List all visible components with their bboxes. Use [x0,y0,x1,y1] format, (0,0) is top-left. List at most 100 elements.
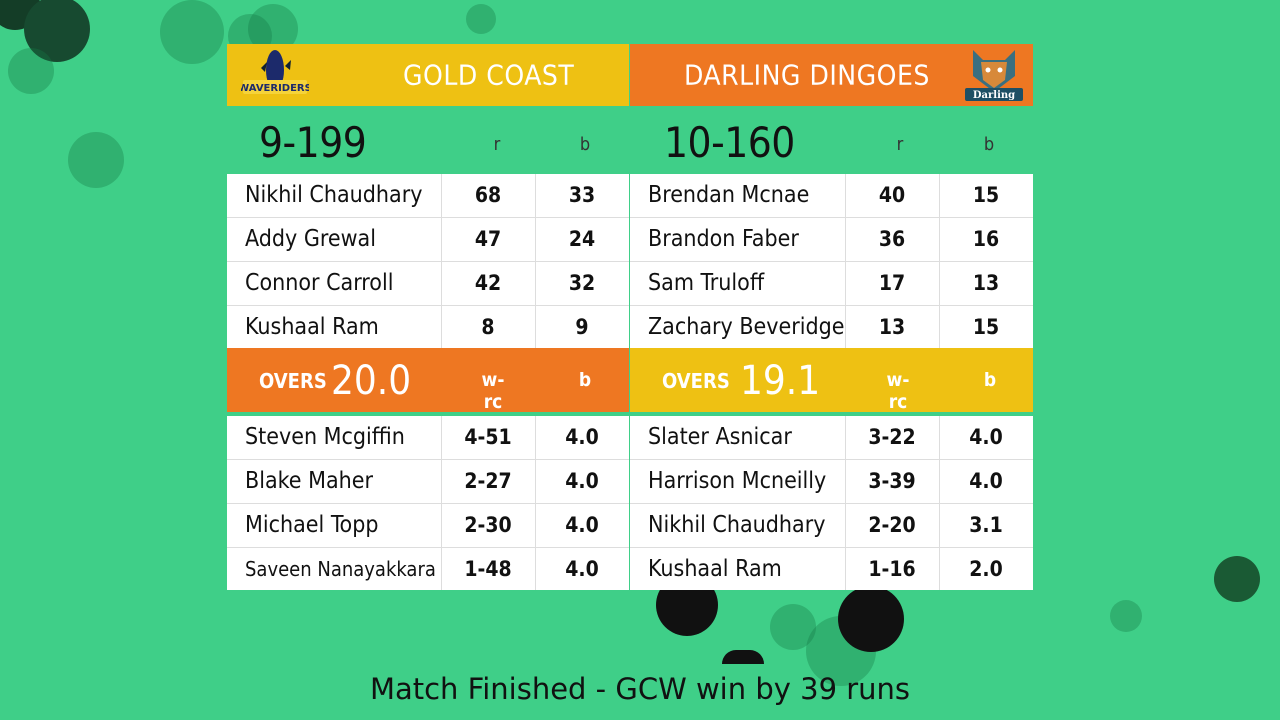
bg-bubble [770,604,816,650]
column-header-wickets-runs: w-rc [481,369,505,413]
logo-label: Darling [973,90,1015,101]
column-header-balls: b [983,134,995,155]
bowler-name: Saveen Nanayakkara [245,557,436,581]
bowling-table-left: Steven Mcgiffin 4-51 4.0 Blake Maher 2-2… [227,416,629,590]
wickets-runs: 2-20 [868,513,916,537]
column-header-balls: b [983,369,997,391]
balls: 33 [568,183,596,207]
wickets-runs: 1-48 [464,557,512,581]
table-row: Sam Truloff 17 13 [630,262,1033,306]
batting-table-right: Brendan Mcnae 40 15 Brandon Faber 36 16 … [630,174,1033,348]
overs-value: 20.0 [331,358,412,404]
bowler-name: Harrison Mcneilly [648,468,827,494]
wickets-runs: 3-39 [868,469,916,493]
table-row: Addy Grewal 47 24 [227,218,629,262]
bowler-name: Steven Mcgiffin [245,424,405,450]
overs-bowled: 4.0 [565,557,599,581]
wickets-runs: 3-22 [868,425,916,449]
column-header-wickets-runs: w-rc [886,369,910,413]
bg-bubble [160,0,224,64]
bg-bubble [466,4,496,34]
bg-bubble [68,132,124,188]
player-name: Addy Grewal [245,226,376,252]
team-header-darling-dingoes: DARLING DINGOES Darling [630,44,1033,106]
logo-label: WAVERIDERS [241,83,309,94]
bowler-name: Kushaal Ram [648,556,782,582]
runs: 36 [878,227,906,251]
table-row: Blake Maher 2-27 4.0 [227,460,629,504]
bg-bubble [722,650,764,664]
dingo-logo-icon: Darling [965,50,1023,101]
bowler-name: Michael Topp [245,512,379,538]
bowler-name: Slater Asnicar [648,424,792,450]
table-row: Saveen Nanayakkara 1-48 4.0 [227,548,629,591]
runs: 17 [878,271,906,295]
table-row: Kushaal Ram 1-16 2.0 [630,548,1033,591]
team-score: 9-199 [259,118,367,167]
column-header-runs: r [493,134,501,155]
waveriders-logo-icon: WAVERIDERS [241,50,309,94]
overs-bowled: 4.0 [969,425,1003,449]
column-header-runs: r [896,134,904,155]
runs: 40 [878,183,906,207]
player-name: Kushaal Ram [245,314,379,340]
runs: 42 [474,271,502,295]
player-name: Sam Truloff [648,270,765,296]
team-name: DARLING DINGOES [684,58,930,92]
overs-bar-left: OVERS 20.0 w-rc b [227,348,629,413]
overs-bowled: 4.0 [565,513,599,537]
balls: 9 [575,315,589,339]
bowler-name: Nikhil Chaudhary [648,512,826,538]
runs: 47 [474,227,502,251]
bg-bubble [838,586,904,652]
table-row: Nikhil Chaudhary 68 33 [227,174,629,218]
player-name: Brendan Mcnae [648,182,810,208]
runs: 68 [474,183,502,207]
runs: 8 [481,315,495,339]
column-header-balls: b [579,134,591,155]
runs: 13 [878,315,906,339]
overs-value: 19.1 [740,358,821,404]
bg-bubble [24,0,90,62]
wickets-runs: 1-16 [868,557,916,581]
team-header-gold-coast: WAVERIDERS GOLD COAST [227,44,629,106]
wickets-runs: 4-51 [464,425,512,449]
table-row: Kushaal Ram 8 9 [227,306,629,349]
wickets-runs: 2-30 [464,513,512,537]
player-name: Connor Carroll [245,270,394,296]
balls: 16 [972,227,1000,251]
overs-bowled: 4.0 [565,469,599,493]
bowling-table-right: Slater Asnicar 3-22 4.0 Harrison Mcneill… [630,416,1033,590]
overs-bowled: 3.1 [969,513,1003,537]
table-row: Connor Carroll 42 32 [227,262,629,306]
table-row: Brendan Mcnae 40 15 [630,174,1033,218]
player-name: Brandon Faber [648,226,799,252]
bowler-name: Blake Maher [245,468,373,494]
team-score: 10-160 [664,118,795,167]
overs-label: OVERS [259,369,327,393]
balls: 32 [568,271,596,295]
player-name: Nikhil Chaudhary [245,182,423,208]
balls: 24 [568,227,596,251]
table-row: Nikhil Chaudhary 2-20 3.1 [630,504,1033,548]
table-row: Brandon Faber 36 16 [630,218,1033,262]
overs-bar-right: OVERS 19.1 w-rc b [630,348,1033,413]
bg-bubble [8,48,54,94]
wickets-runs: 2-27 [464,469,512,493]
table-row: Zachary Beveridge 13 15 [630,306,1033,349]
bg-bubble [1214,556,1260,602]
balls: 13 [972,271,1000,295]
balls: 15 [972,315,1000,339]
balls: 15 [972,183,1000,207]
overs-bowled: 4.0 [969,469,1003,493]
overs-bowled: 2.0 [969,557,1003,581]
batting-table-left: Nikhil Chaudhary 68 33 Addy Grewal 47 24… [227,174,629,348]
table-row: Harrison Mcneilly 3-39 4.0 [630,460,1033,504]
player-name: Zachary Beveridge [648,314,845,340]
overs-bowled: 4.0 [565,425,599,449]
team-name: GOLD COAST [403,58,575,92]
table-row: Michael Topp 2-30 4.0 [227,504,629,548]
table-row: Steven Mcgiffin 4-51 4.0 [227,416,629,460]
bg-bubble [1110,600,1142,632]
column-header-balls: b [578,369,592,391]
